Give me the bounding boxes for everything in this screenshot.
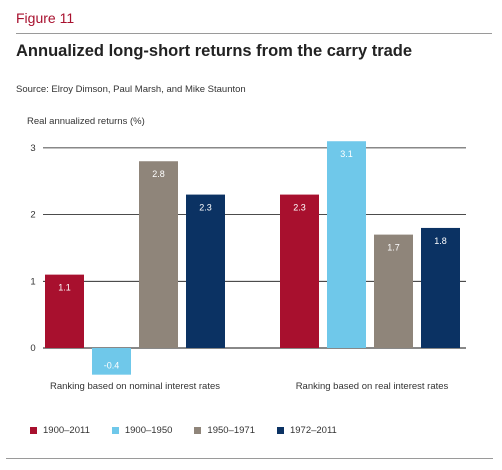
bar [139, 161, 178, 348]
header-rule [16, 33, 492, 34]
data-label: 2.3 [293, 203, 306, 213]
y-tick-label: 0 [30, 343, 35, 354]
data-label: 1.7 [387, 243, 400, 253]
legend-item: 1972–2011 [276, 425, 337, 436]
data-label: -0.4 [104, 361, 120, 371]
legend-swatch [30, 427, 37, 434]
legend-item: 1900–2011 [30, 425, 90, 436]
legend-label: 1900–2011 [43, 425, 90, 436]
figure-label: Figure 11 [16, 10, 75, 26]
data-label: 2.3 [199, 203, 212, 213]
data-label: 2.8 [152, 169, 165, 179]
data-label: 1.8 [434, 236, 447, 246]
legend-item: 1950–1971 [194, 425, 255, 436]
data-label: 3.1 [340, 149, 353, 159]
bar [327, 141, 366, 348]
legend-swatch [194, 427, 202, 434]
bar [92, 348, 131, 375]
y-axis-label: Real annualized returns (%) [27, 116, 145, 127]
bar [421, 227, 460, 348]
legend-label: 1972–2011 [289, 425, 337, 436]
category-label: Ranking based on real interest rates [296, 381, 449, 392]
bar [374, 234, 413, 348]
legend-item: 1900–1950 [111, 425, 173, 436]
bar [45, 274, 84, 348]
source-note: Source: Elroy Dimson, Paul Marsh, and Mi… [16, 84, 246, 95]
legend-label: 1900–1950 [124, 425, 173, 436]
legend-swatch [276, 427, 284, 434]
bar [186, 194, 225, 348]
bar [280, 194, 319, 348]
figure-frame [6, 4, 493, 459]
chart-title: Annualized long-short returns from the c… [16, 42, 413, 60]
y-tick-label: 3 [30, 143, 35, 154]
legend: 1900–2011 1900–1950 1950–1971 1972–2011 [30, 425, 337, 436]
legend-swatch [111, 427, 119, 434]
legend-label: 1950–1971 [207, 425, 255, 436]
y-tick-label: 2 [30, 210, 35, 221]
data-label: 1.1 [58, 283, 71, 293]
y-tick-label: 1 [30, 276, 35, 287]
category-label: Ranking based on nominal interest rates [50, 381, 220, 392]
